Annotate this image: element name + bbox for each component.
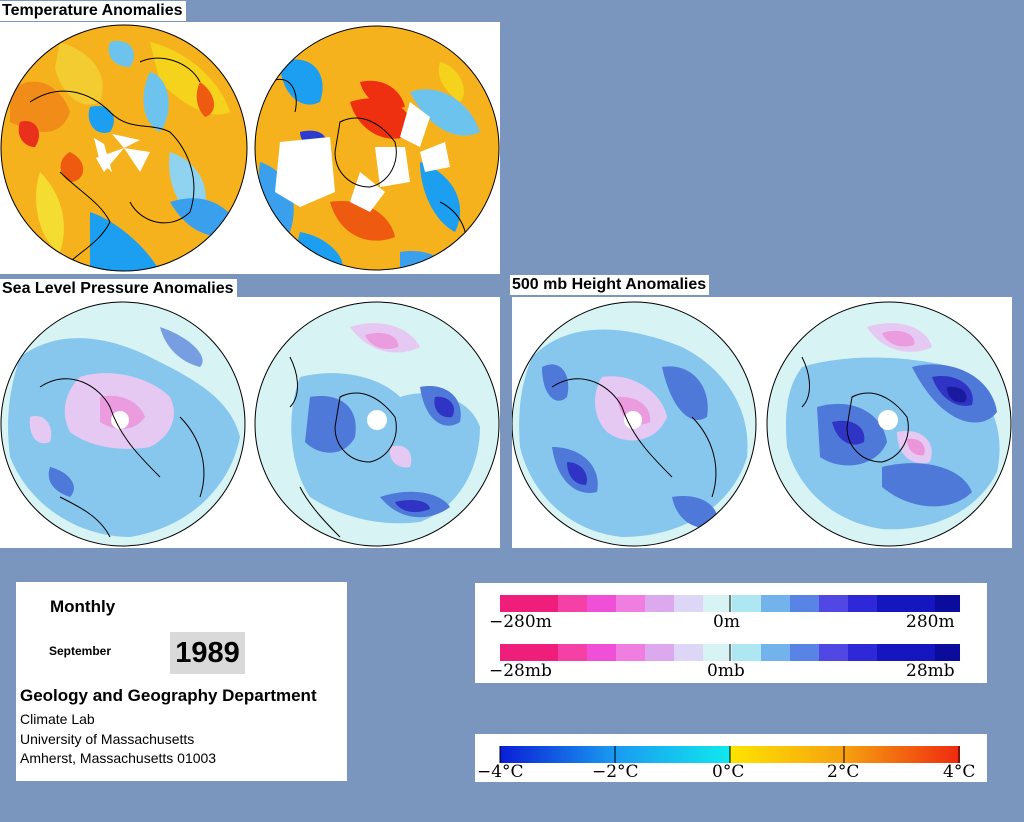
height-pressure-legend: −280m 0m 280m −28mb 0mb 28mb (475, 583, 987, 683)
temp-legend-minus4: −4°C (477, 762, 524, 782)
pressure-legend-zero: 0mb (707, 661, 745, 681)
height-pressure-colorbars (500, 595, 960, 661)
lab-label: Climate Lab (20, 711, 95, 727)
sh-slp-map (255, 302, 499, 546)
pressure-colorbar (500, 644, 960, 661)
temp-legend-plus4: 4°C (943, 762, 976, 782)
frequency-label: Monthly (50, 597, 116, 616)
month-label: September (49, 644, 112, 658)
temperature-maps (0, 24, 500, 272)
height-colorbar (500, 595, 960, 612)
address-label: Amherst, Massachusetts 01003 (20, 750, 217, 766)
temp-legend-minus2: −2°C (592, 762, 639, 782)
temperature-panel (0, 22, 500, 274)
height-legend-min: −280m (489, 612, 552, 632)
height500-title: 500 mb Height Anomalies (510, 275, 710, 295)
temperature-legend: −4°C −2°C 0°C 2°C 4°C (475, 734, 987, 782)
temperature-title: Temperature Anomalies (0, 1, 186, 21)
temperature-colorbar (499, 746, 960, 763)
temp-legend-zero: 0°C (712, 762, 745, 782)
temp-legend-plus2: 2°C (827, 762, 860, 782)
height-legend-zero: 0m (713, 612, 740, 632)
nh-slp-map (1, 302, 245, 546)
slp-panel (0, 297, 500, 548)
year-label: 1989 (170, 632, 245, 674)
height500-maps (512, 301, 1012, 547)
university-label: University of Massachusetts (20, 731, 195, 747)
sh-temperature-map (255, 26, 499, 270)
department-label: Geology and Geography Department (20, 686, 317, 705)
sh-height500-map (767, 302, 1011, 546)
info-box: Monthly September 1989 Geology and Geogr… (16, 582, 347, 781)
nh-height500-map (512, 302, 756, 546)
height500-panel (512, 297, 1012, 548)
nh-temperature-map (1, 25, 247, 271)
slp-maps (0, 301, 500, 547)
pressure-legend-max: 28mb (906, 661, 955, 681)
height-legend-max: 280m (906, 612, 955, 632)
slp-title: Sea Level Pressure Anomalies (0, 279, 237, 299)
pressure-legend-min: −28mb (489, 661, 552, 681)
